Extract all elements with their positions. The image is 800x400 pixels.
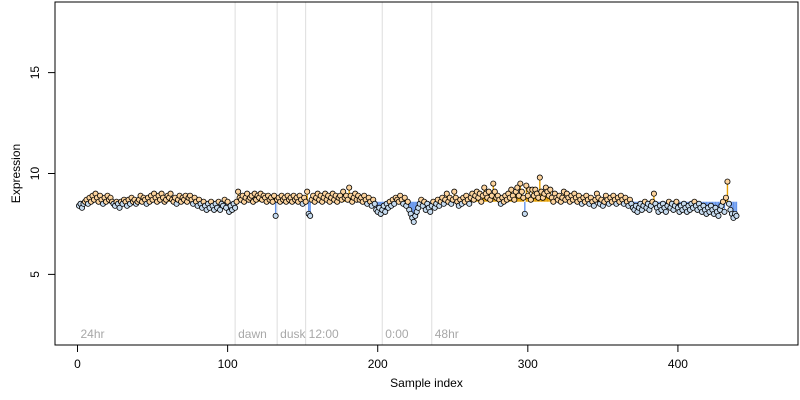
y-axis-label: Expression <box>9 144 23 203</box>
data-point <box>481 184 488 191</box>
data-point <box>232 204 239 211</box>
x-tick-label: 0 <box>74 357 81 371</box>
data-point <box>478 198 485 205</box>
data-point <box>722 194 729 201</box>
data-point <box>235 188 242 195</box>
data-point <box>307 212 314 219</box>
data-point <box>733 212 740 219</box>
data-point <box>490 180 497 187</box>
data-point <box>346 184 353 191</box>
x-tick-label: 400 <box>668 357 688 371</box>
data-point <box>662 208 669 215</box>
data-point <box>167 190 174 197</box>
data-point <box>673 198 680 205</box>
section-divider-lines <box>234 2 433 345</box>
y-tick-label: 10 <box>28 167 42 181</box>
section-label-24hr: 24hr <box>81 327 105 341</box>
x-axis: 0 100 200 300 400 <box>74 344 688 371</box>
data-point <box>518 188 525 195</box>
data-point <box>724 178 731 185</box>
data-point <box>340 188 347 195</box>
y-tick-label: 15 <box>28 66 42 80</box>
data-point <box>401 194 408 201</box>
data-point <box>224 198 231 205</box>
data-point <box>590 202 597 209</box>
data-point <box>382 208 389 215</box>
data-point <box>272 212 279 219</box>
section-label-dusk: dusk <box>280 327 306 341</box>
data-point <box>523 182 530 189</box>
y-axis: 5 10 15 <box>28 66 56 278</box>
data-point <box>443 190 450 197</box>
data-point <box>524 192 531 199</box>
data-point <box>410 218 417 225</box>
data-point <box>404 198 411 205</box>
section-label-1200: 12:00 <box>309 327 339 341</box>
data-point <box>517 180 524 187</box>
section-label-000: 0:00 <box>385 327 409 341</box>
plot-frame <box>54 1 799 346</box>
data-point <box>485 188 492 195</box>
data-point <box>491 188 498 195</box>
data-point <box>427 208 434 215</box>
data-points <box>76 174 740 225</box>
data-point <box>217 206 224 213</box>
x-axis-label: Sample index <box>390 376 463 390</box>
data-point <box>721 208 728 215</box>
data-point <box>521 210 528 217</box>
data-point <box>547 186 554 193</box>
data-point <box>116 204 123 211</box>
data-point <box>725 200 732 207</box>
data-point <box>715 212 722 219</box>
data-point <box>466 200 473 207</box>
data-point <box>451 188 458 195</box>
data-point <box>302 198 309 205</box>
x-tick-label: 100 <box>218 357 238 371</box>
data-point <box>527 196 534 203</box>
data-point <box>719 198 726 205</box>
data-point <box>536 174 543 181</box>
data-point <box>371 200 378 207</box>
x-tick-label: 300 <box>518 357 538 371</box>
x-tick-label: 200 <box>368 357 388 371</box>
data-point <box>304 188 311 195</box>
data-point <box>514 184 521 191</box>
section-labels: 24hr dawn dusk 12:00 0:00 48hr <box>81 327 459 341</box>
data-point <box>511 196 518 203</box>
y-tick-label: 5 <box>28 271 42 278</box>
section-label-dawn: dawn <box>238 327 267 341</box>
section-label-48hr: 48hr <box>435 327 459 341</box>
data-point <box>650 190 657 197</box>
